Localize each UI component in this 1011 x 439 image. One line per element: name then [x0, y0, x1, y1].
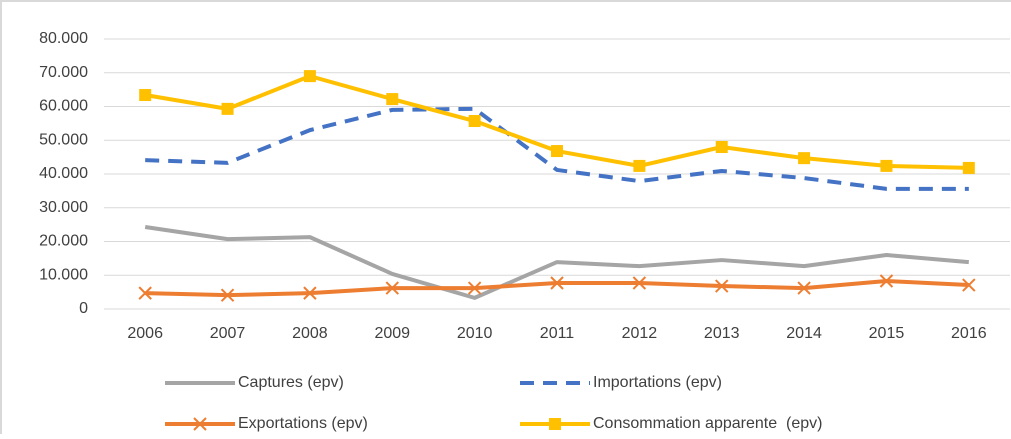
point-marker — [467, 281, 482, 295]
point-marker — [715, 141, 728, 153]
point-marker — [468, 115, 481, 128]
point-marker — [303, 70, 316, 83]
point-marker — [633, 159, 646, 172]
x-tick-label: 2012 — [622, 325, 658, 342]
x-tick-label: 2009 — [374, 325, 410, 342]
y-tick-label: 40.000 — [39, 165, 88, 182]
x-tick-label: 2016 — [951, 325, 987, 342]
point-marker — [550, 276, 564, 290]
y-tick-label: 10.000 — [39, 266, 88, 283]
y-tick-label: 60.000 — [39, 98, 88, 115]
x-tick-label: 2007 — [210, 325, 246, 342]
series-line — [145, 106, 969, 191]
point-marker — [220, 288, 235, 302]
x-tick-label: 2015 — [869, 325, 905, 342]
point-marker — [879, 274, 894, 288]
point-marker — [962, 161, 975, 174]
point-marker — [385, 281, 399, 295]
legend-marker — [549, 418, 561, 430]
x-tick-label: 2014 — [786, 325, 822, 342]
x-tick-label: 2010 — [457, 325, 493, 342]
legend-label: Importations (epv) — [593, 374, 722, 391]
x-tick-label: 2008 — [292, 325, 328, 342]
point-marker — [551, 145, 563, 158]
x-tick-label: 2006 — [127, 325, 163, 342]
y-tick-label: 0 — [79, 300, 88, 317]
x-tick-label: 2011 — [540, 325, 575, 342]
legend-marker — [193, 417, 207, 431]
point-marker — [221, 102, 234, 115]
series-line — [144, 225, 969, 300]
point-marker — [962, 278, 976, 292]
point-marker — [303, 286, 317, 300]
point-marker — [386, 93, 399, 106]
y-tick-label: 80.000 — [39, 30, 88, 47]
point-marker — [632, 276, 647, 290]
y-tick-label: 20.000 — [39, 233, 88, 250]
point-marker — [715, 279, 729, 293]
point-marker — [138, 286, 152, 300]
x-tick-label: 2013 — [704, 325, 740, 342]
y-tick-label: 50.000 — [39, 131, 88, 148]
point-marker — [880, 159, 893, 172]
legend-label: Consommation apparente (epv) — [593, 415, 822, 432]
legend-label: Captures (epv) — [238, 374, 344, 391]
point-marker — [797, 281, 811, 295]
point-marker — [798, 152, 811, 165]
y-tick-label: 70.000 — [39, 64, 88, 81]
y-tick-label: 30.000 — [39, 199, 88, 216]
point-marker — [139, 89, 152, 102]
legend-label: Exportations (epv) — [238, 415, 368, 432]
